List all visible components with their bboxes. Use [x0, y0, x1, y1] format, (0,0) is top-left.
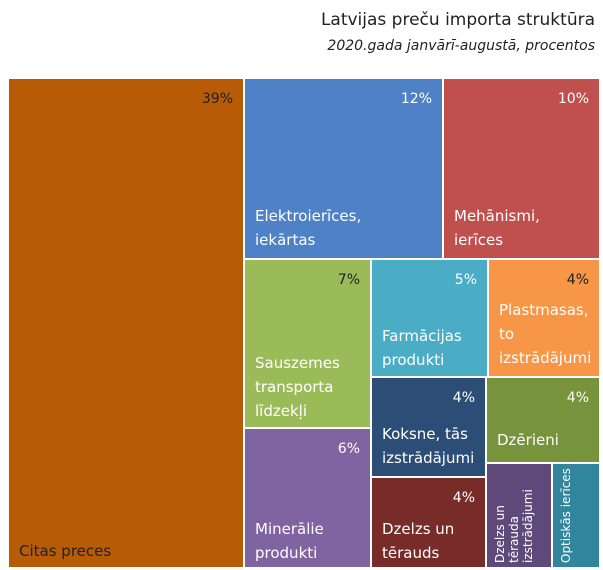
category-label: Sauszemes transporta līdzekļi — [255, 354, 340, 420]
category-label: Farmācijas produkti — [382, 327, 462, 369]
category-label: Mehānismi, ierīces — [454, 207, 540, 249]
category-label: Plastmasas, to izstrādājumi — [499, 301, 592, 367]
value-label: 5% — [454, 272, 477, 288]
treemap-cell: 4% Koksne, tās izstrādājumi — [371, 377, 486, 477]
category-label: Koksne, tās izstrādājumi — [382, 425, 475, 467]
treemap-cell: 4% Dzelzs un tērauds — [371, 477, 486, 568]
value-label: 10% — [557, 91, 589, 107]
chart-subtitle: 2020.gada janvārī-augustā, procentos — [327, 38, 595, 54]
treemap-cell: 6% Minerālie produkti — [244, 428, 371, 568]
chart-title: Latvijas preču importa struktūra — [320, 10, 595, 30]
value-label: 4% — [452, 490, 475, 506]
value-label: 4% — [566, 390, 589, 406]
treemap-cell: 12% Elektroierīces, iekārtas — [244, 78, 443, 259]
category-label: Citas preces — [19, 542, 112, 560]
treemap-cell: 5% Farmācijas produkti — [371, 259, 488, 377]
treemap-cell: 4% Plastmasas, to izstrādājumi — [488, 259, 600, 377]
treemap-cell: 4% Dzērieni — [486, 377, 600, 463]
category-label: Elektroierīces, iekārtas — [255, 207, 362, 249]
treemap-cell: Optiskās ierīces — [552, 463, 600, 568]
treemap-cell: Dzelzs un tērauda izstrādājumi — [486, 463, 552, 568]
treemap-cell: 10% Mehānismi, ierīces — [443, 78, 600, 259]
value-label: 4% — [566, 272, 589, 288]
value-label: 4% — [452, 390, 475, 406]
category-label: Dzelzs un tērauda izstrādājumi — [493, 489, 535, 563]
treemap-cell: 39% Citas preces — [8, 78, 244, 568]
category-label: Optiskās ierīces — [559, 468, 573, 563]
value-label: 12% — [400, 91, 432, 107]
category-label: Dzērieni — [497, 431, 559, 449]
treemap-cell: 7% Sauszemes transporta līdzekļi — [244, 259, 371, 428]
value-label: 7% — [337, 272, 360, 288]
value-label: 39% — [201, 91, 233, 107]
category-label: Dzelzs un tērauds — [382, 520, 455, 562]
category-label: Minerālie produkti — [255, 520, 324, 562]
value-label: 6% — [337, 441, 360, 457]
